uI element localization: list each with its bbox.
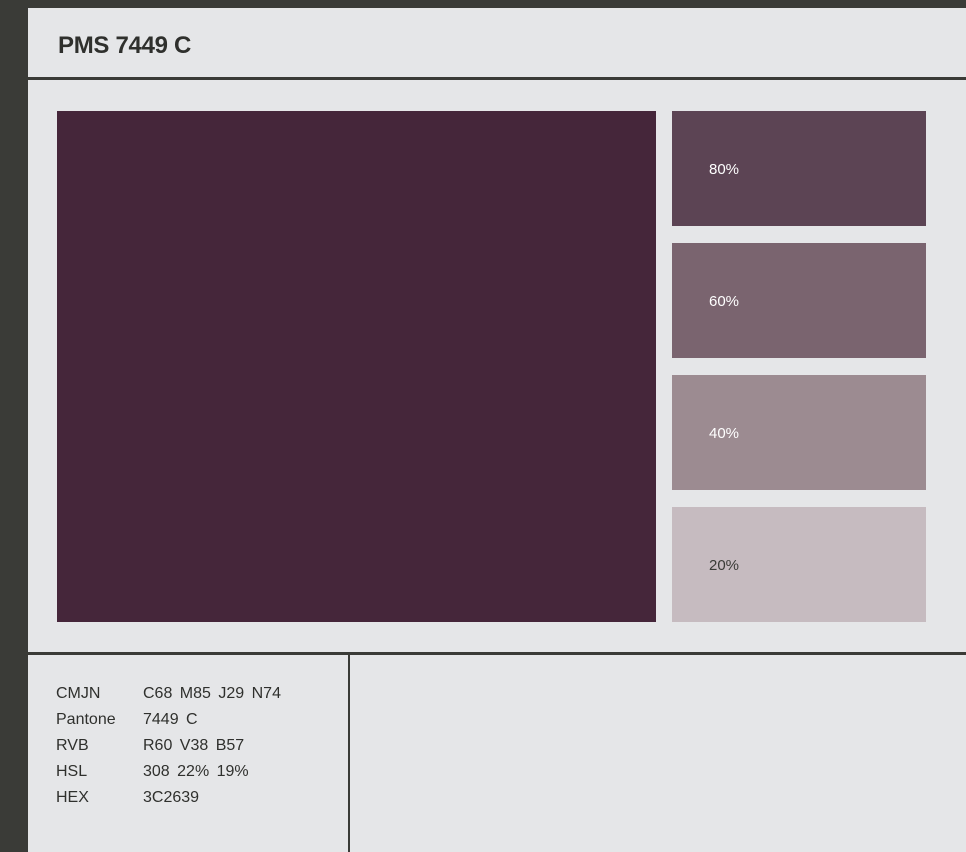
color-specs: CMJN C68 M85 J29 N74 Pantone 7449 C RVB … bbox=[56, 681, 281, 811]
vertical-divider bbox=[348, 654, 350, 852]
title-bar: PMS 7449 C bbox=[28, 8, 966, 80]
spec-value: R60 V38 B57 bbox=[143, 737, 245, 754]
tint-label: 60% bbox=[709, 293, 740, 310]
spec-row-hex: HEX 3C2639 bbox=[56, 785, 281, 811]
spec-key: HSL bbox=[56, 763, 88, 780]
tint-swatch-40: 40% bbox=[672, 375, 926, 490]
tint-label: 80% bbox=[709, 161, 740, 178]
tint-label: 20% bbox=[709, 557, 740, 574]
main-color-swatch bbox=[57, 111, 656, 622]
spec-value: 3C2639 bbox=[143, 789, 200, 806]
page-title: PMS 7449 C bbox=[58, 32, 192, 59]
spec-value: C68 M85 J29 N74 bbox=[143, 685, 281, 702]
tint-swatch-80: 80% bbox=[672, 111, 926, 226]
spec-row-hsl: HSL 308 22% 19% bbox=[56, 759, 281, 785]
spec-row-pantone: Pantone 7449 C bbox=[56, 707, 281, 733]
tint-swatch-20: 20% bbox=[672, 507, 926, 622]
spec-key: HEX bbox=[56, 789, 89, 806]
spec-key: RVB bbox=[56, 737, 89, 754]
tint-swatch-60: 60% bbox=[672, 243, 926, 358]
spec-key: Pantone bbox=[56, 711, 116, 728]
spec-key: CMJN bbox=[56, 685, 101, 702]
spec-value: 308 22% 19% bbox=[143, 763, 249, 780]
horizontal-divider bbox=[28, 652, 966, 655]
color-card: PMS 7449 C 80% 60% 40% 20% CMJN C68 M85 … bbox=[28, 8, 966, 852]
spec-row-rvb: RVB R60 V38 B57 bbox=[56, 733, 281, 759]
spec-value: 7449 C bbox=[143, 711, 198, 728]
tint-label: 40% bbox=[709, 425, 740, 442]
spec-row-cmjn: CMJN C68 M85 J29 N74 bbox=[56, 681, 281, 707]
